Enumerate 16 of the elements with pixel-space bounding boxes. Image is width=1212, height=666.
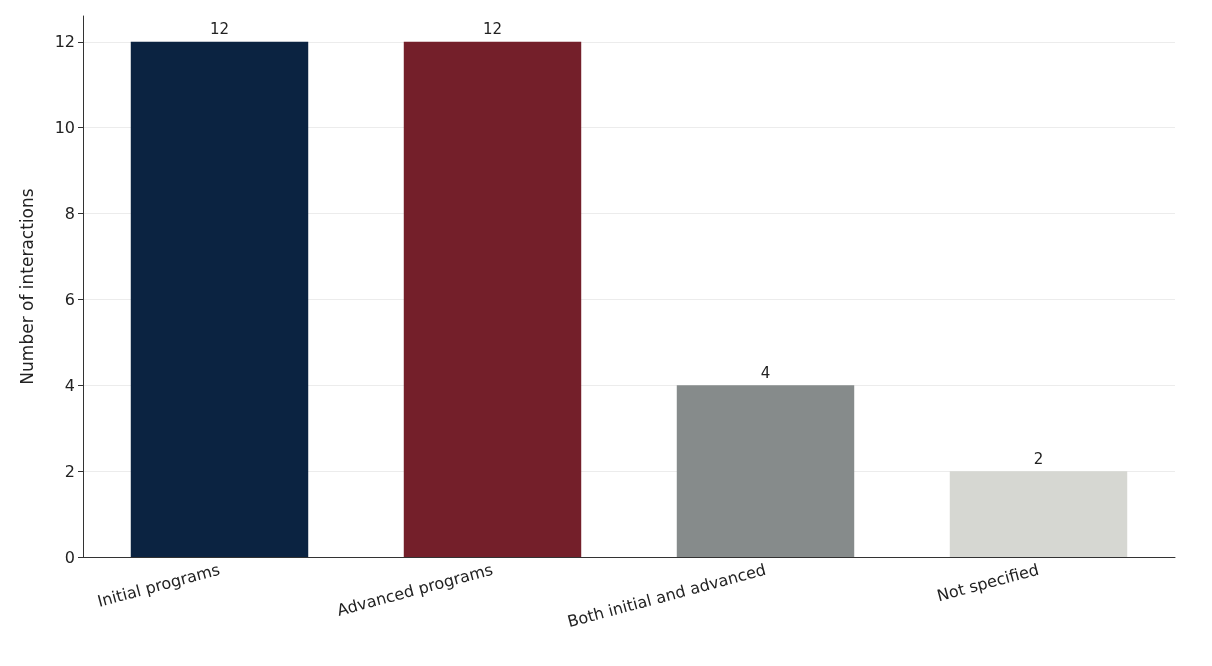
y-tick-label: 10 bbox=[54, 118, 75, 138]
data-label: 12 bbox=[209, 20, 230, 39]
bar bbox=[949, 471, 1128, 557]
y-tick-label: 2 bbox=[64, 461, 75, 481]
y-tick-label: 4 bbox=[64, 375, 75, 395]
data-label: 12 bbox=[482, 20, 503, 39]
data-label: 2 bbox=[1033, 449, 1044, 468]
bar bbox=[676, 385, 855, 557]
data-label: 4 bbox=[760, 363, 771, 382]
y-tick-label: 12 bbox=[54, 32, 75, 52]
y-tick-label: 0 bbox=[64, 547, 75, 567]
y-axis-title: Number of interactions bbox=[16, 188, 37, 385]
y-tick-label: 8 bbox=[64, 204, 75, 224]
y-tick-label: 6 bbox=[64, 289, 75, 309]
bar bbox=[403, 41, 582, 557]
bar bbox=[130, 41, 309, 557]
